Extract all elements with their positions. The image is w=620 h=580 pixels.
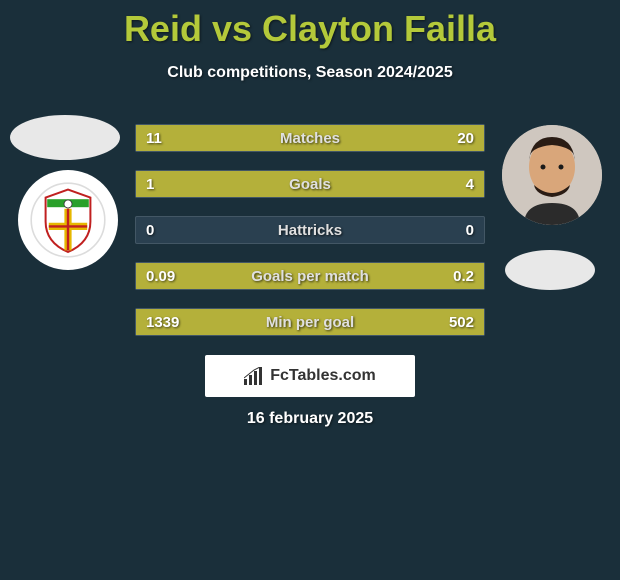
date-label: 16 february 2025 <box>0 410 620 428</box>
stat-row-hattricks: 0 Hattricks 0 <box>135 216 485 244</box>
stat-label: Hattricks <box>136 217 484 243</box>
stat-row-goals: 1 Goals 4 <box>135 170 485 198</box>
stat-value-right: 4 <box>456 171 484 197</box>
stat-label: Goals <box>136 171 484 197</box>
stat-label: Min per goal <box>136 309 484 335</box>
club-left-logo <box>18 170 118 270</box>
stat-label: Matches <box>136 125 484 151</box>
stat-value-right: 20 <box>447 125 484 151</box>
stat-row-min-per-goal: 1339 Min per goal 502 <box>135 308 485 336</box>
stat-row-matches: 11 Matches 20 <box>135 124 485 152</box>
page-title: Reid vs Clayton Failla <box>0 0 620 50</box>
barchart-icon <box>244 367 264 385</box>
club-right-logo <box>505 250 595 290</box>
stats-container: 11 Matches 20 1 Goals 4 0 Hattricks 0 0.… <box>135 124 485 354</box>
watermark: FcTables.com <box>205 355 415 397</box>
stat-value-right: 502 <box>439 309 484 335</box>
player-right-avatar <box>502 125 602 225</box>
stat-value-right: 0.2 <box>443 263 484 289</box>
shield-icon <box>28 180 108 260</box>
stat-row-goals-per-match: 0.09 Goals per match 0.2 <box>135 262 485 290</box>
player-left-avatar <box>10 115 120 160</box>
stat-value-right: 0 <box>456 217 484 243</box>
watermark-text: FcTables.com <box>270 367 376 385</box>
stat-label: Goals per match <box>136 263 484 289</box>
person-icon <box>502 125 602 225</box>
subtitle: Club competitions, Season 2024/2025 <box>0 64 620 82</box>
